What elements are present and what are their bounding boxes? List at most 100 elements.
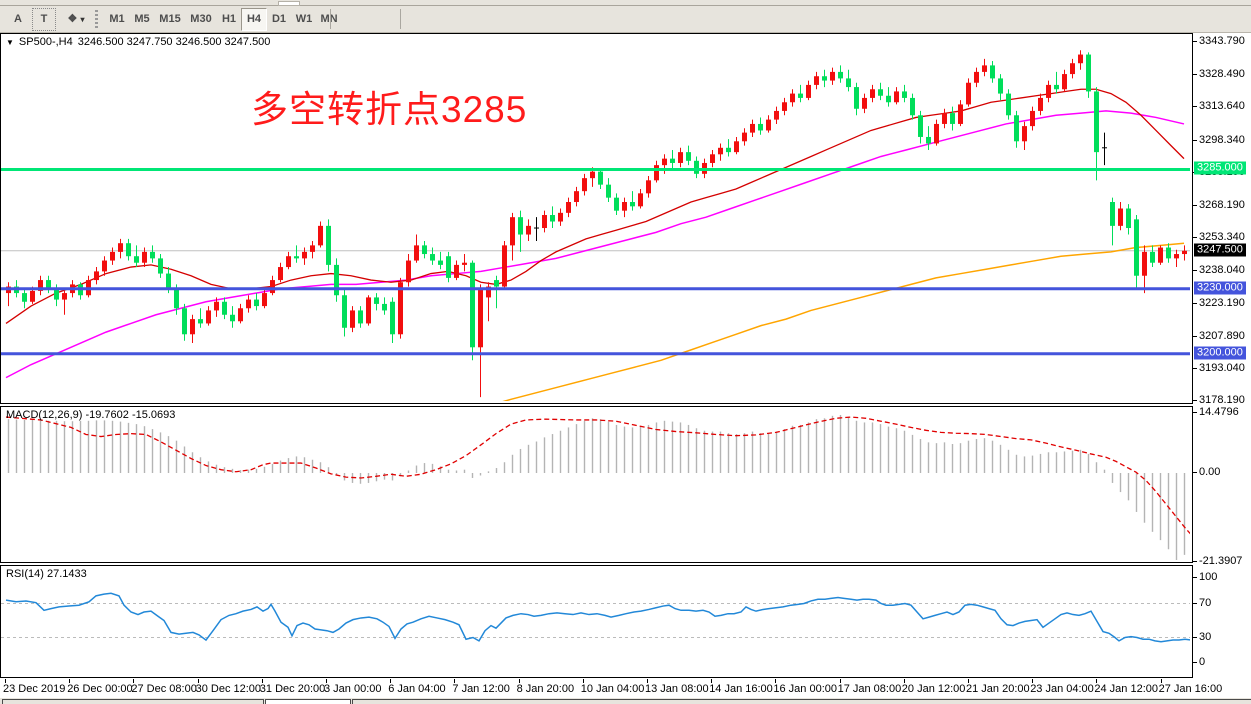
- time-axis-tick: [5, 679, 6, 683]
- time-axis-tick: [69, 679, 71, 683]
- price-axis-label: 3313.640: [1199, 100, 1245, 113]
- axis-tick: [1193, 237, 1197, 239]
- axis-tick: [1193, 302, 1197, 304]
- cutoff-toolbar-button: [278, 1, 300, 6]
- price-axis-label: 3343.790: [1199, 35, 1245, 47]
- axis-tick: [1193, 41, 1197, 42]
- price-axis-label: 3223.190: [1199, 296, 1245, 309]
- time-axis-label: 16 Jan 00:00: [773, 683, 838, 695]
- timeframe-button-h4[interactable]: H4: [241, 8, 267, 31]
- time-axis-label: 26 Dec 00:00: [67, 683, 133, 695]
- symbol-dropdown-icon[interactable]: ▼: [6, 37, 14, 47]
- time-axis-tick: [261, 679, 263, 683]
- price-axis-label: 3207.890: [1199, 329, 1245, 342]
- time-axis-tick: [839, 679, 841, 683]
- rsi-axis-label: 100: [1199, 571, 1218, 583]
- time-axis-label: 23 Jan 04:00: [1030, 683, 1094, 695]
- time-axis-tick: [518, 679, 520, 683]
- time-axis-tick: [390, 679, 392, 683]
- time-axis-label: 31 Dec 20:00: [259, 683, 326, 695]
- time-axis-tick: [197, 679, 199, 683]
- time-axis-tick: [1032, 679, 1034, 683]
- rsi-chart: [1, 592, 1190, 643]
- time-axis-tick: [454, 679, 456, 683]
- shapes-tool-button[interactable]: ❖ ▾: [58, 8, 94, 31]
- macd-indicator-panel[interactable]: MACD(12,26,9) -19.7602 -15.0693: [0, 406, 1193, 563]
- price-axis-label: 3238.040: [1199, 264, 1245, 277]
- time-axis-label: 21 Jan 20:00: [966, 683, 1030, 695]
- time-axis-tick: [133, 679, 135, 683]
- axis-tick: [1193, 106, 1197, 108]
- rsi-axis-label: 0: [1199, 656, 1206, 668]
- rsi-axis-label: 70: [1199, 596, 1212, 609]
- time-axis: 23 Dec 2019 26 Dec 00:00 27 Dec 08:00 30 De…: [0, 679, 1251, 698]
- time-axis-label: 13 Jan 08:00: [645, 683, 709, 695]
- toolbar-separator: [400, 9, 401, 29]
- axis-tick: [1193, 472, 1197, 473]
- price-axis: 3343.7903328.4903313.6403298.3403283.190…: [1193, 33, 1251, 678]
- current-price-badge: 3247.500: [1194, 243, 1246, 257]
- macd-axis-label: -21.3907: [1199, 554, 1243, 567]
- axis-tick: [1193, 367, 1197, 369]
- toolbar-separator: [330, 9, 331, 29]
- axis-tick: [1193, 636, 1197, 638]
- cutoff-toolbar-row: [0, 0, 1251, 6]
- axis-tick: [1193, 74, 1197, 76]
- macd-label: MACD(12,26,9) -19.7602 -15.0693: [6, 409, 176, 421]
- text-tool-button[interactable]: T: [32, 8, 56, 31]
- hline-price-badge: 3200.000: [1194, 346, 1246, 360]
- time-axis-label: 23 Dec 2019: [3, 683, 66, 695]
- axis-tick: [1193, 400, 1197, 402]
- axis-tick: [1193, 139, 1197, 141]
- macd-chart: [5, 414, 1190, 560]
- rsi-indicator-panel[interactable]: RSI(14) 27.1433: [0, 565, 1193, 678]
- axis-tick: [1193, 577, 1197, 578]
- timeframe-button-m30[interactable]: M30: [190, 13, 212, 25]
- price-chart-panel[interactable]: ▼ SP500-,H4 3246.500 3247.750 3246.500 3…: [0, 33, 1193, 404]
- cutoff-chart-tab-bar: [0, 698, 1251, 704]
- time-axis-label: 8 Jan 20:00: [516, 683, 575, 695]
- ohlc-values: 3246.500 3247.750 3246.500 3247.500: [77, 36, 271, 48]
- time-axis-label: 7 Jan 12:00: [452, 683, 510, 695]
- timeframe-button-m5[interactable]: M5: [134, 13, 150, 25]
- timeframe-button-h1[interactable]: H1: [221, 13, 237, 25]
- time-axis-label: 17 Jan 08:00: [837, 683, 902, 695]
- time-axis-label: 6 Jan 04:00: [388, 683, 446, 695]
- toolbar-grip-handle[interactable]: [95, 10, 98, 28]
- time-axis-tick: [582, 679, 584, 683]
- time-axis-tick: [968, 679, 969, 683]
- timeframe-button-mn[interactable]: MN: [320, 13, 338, 25]
- timeframe-button-m1[interactable]: M1: [109, 13, 125, 25]
- axis-tick: [1193, 335, 1197, 337]
- macd-axis-label: 14.4796: [1199, 406, 1239, 418]
- axis-tick: [1193, 662, 1197, 663]
- chart-tab[interactable]: [265, 699, 351, 704]
- chart-text-annotation[interactable]: 多空转折点3285: [251, 89, 528, 130]
- price-axis-label: 3298.340: [1199, 133, 1245, 146]
- time-axis-label: 27 Dec 08:00: [131, 683, 197, 695]
- price-axis-label: 3328.490: [1199, 68, 1245, 81]
- shapes-tool-icon: ❖: [67, 13, 78, 25]
- timeframe-button-d1[interactable]: D1: [271, 13, 287, 25]
- time-axis-tick: [903, 679, 905, 683]
- price-axis-label: 3178.190: [1199, 394, 1245, 407]
- chart-tab[interactable]: [352, 699, 1251, 704]
- symbol-ohlc-label: ▼ SP500-,H4 3246.500 3247.750 3246.500 3…: [6, 36, 270, 48]
- time-axis-label: 10 Jan 04:00: [580, 683, 645, 695]
- symbol-name: SP500-,H4: [18, 36, 73, 48]
- font-tool-button[interactable]: A: [14, 13, 22, 25]
- chart-tab[interactable]: [2, 699, 264, 704]
- time-axis-tick: [326, 679, 327, 683]
- time-axis-tick: [1160, 679, 1162, 683]
- axis-tick: [1193, 270, 1197, 272]
- rsi-axis-label: 30: [1199, 630, 1212, 643]
- time-axis-label: 20 Jan 12:00: [901, 683, 966, 695]
- hline-price-badge: 3285.000: [1194, 161, 1246, 175]
- price-axis-label: 3268.190: [1199, 198, 1245, 211]
- time-axis-tick: [775, 679, 777, 683]
- timeframe-button-m15[interactable]: M15: [159, 13, 181, 25]
- timeframe-button-w1[interactable]: W1: [295, 13, 313, 25]
- time-axis-tick: [1096, 679, 1098, 683]
- time-axis-tick: [711, 679, 713, 683]
- axis-tick: [1193, 204, 1197, 206]
